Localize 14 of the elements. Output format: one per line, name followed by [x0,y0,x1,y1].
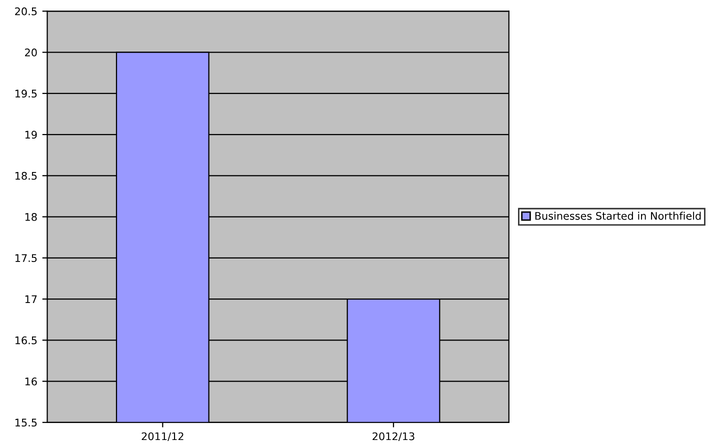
y-tick-label: 19 [25,130,37,139]
y-tick-label: 20.5 [15,7,37,16]
legend-label: Businesses Started in Northfield [535,212,701,220]
y-tick-label: 17.5 [15,254,37,262]
y-tick-label: 15.5 [15,418,37,427]
y-tick-label: 16.5 [15,336,37,344]
x-tick-label: 2012/13 [372,432,414,442]
y-tick-label: 19.5 [15,90,37,98]
y-tick-label: 18 [25,213,37,221]
y-tick-label: 16 [25,378,37,386]
y-tick-label: 17 [25,295,37,303]
y-tick-label: 20 [25,48,37,56]
x-tick-label: 2011/12 [142,432,184,442]
y-tick-label: 18.5 [15,172,37,180]
